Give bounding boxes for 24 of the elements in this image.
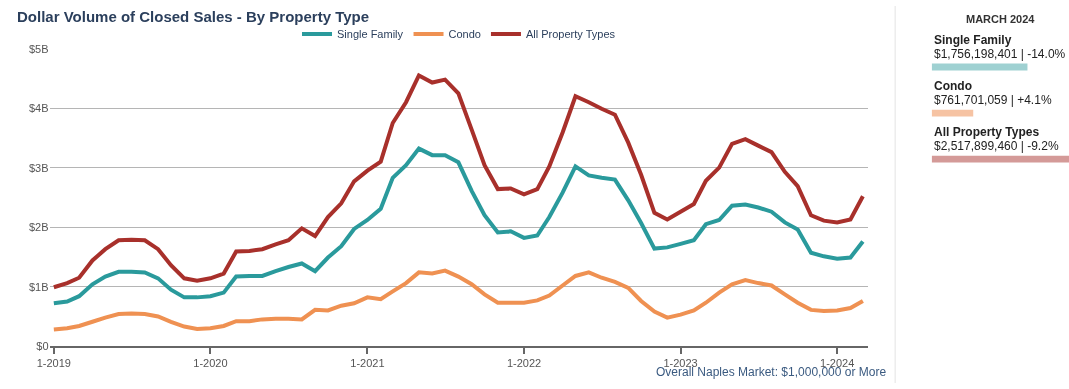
y-tick-label: All Property Types bbox=[934, 125, 1040, 139]
line-series bbox=[51, 146, 865, 306]
y-tick-label: $3B bbox=[28, 161, 49, 174]
y-tick-label: $5B bbox=[28, 42, 49, 55]
y-tick-label: $0 bbox=[36, 340, 49, 353]
x-tick-label: 1-2022 bbox=[506, 357, 542, 370]
legend-label: Condo bbox=[448, 28, 481, 41]
data-label: $1,756,198,401 | -14.0% bbox=[934, 47, 1066, 61]
x-tick-label: 1-2020 bbox=[193, 357, 228, 370]
y-tick-label: $2B bbox=[28, 221, 49, 234]
y-tick-label: Condo bbox=[934, 79, 972, 93]
data-label: $2,517,899,460 | -9.2% bbox=[934, 139, 1059, 153]
line-series bbox=[51, 73, 865, 290]
chart-title: Dollar Volume of Closed Sales - By Property Type bbox=[17, 8, 370, 25]
x-tick-label: 1-2021 bbox=[350, 357, 385, 370]
line-series bbox=[51, 268, 865, 332]
y-tick-label: Single Family bbox=[934, 33, 1012, 47]
legend-label: Single Family bbox=[337, 28, 404, 41]
chart-title: MARCH 2024 bbox=[966, 13, 1036, 25]
data-label: $761,701,059 | +4.1% bbox=[934, 93, 1052, 107]
y-tick-label: $1B bbox=[28, 280, 49, 293]
legend-label: All Property Types bbox=[525, 28, 616, 41]
y-tick-label: $4B bbox=[28, 102, 49, 114]
x-tick-label: 1-2019 bbox=[36, 357, 71, 370]
